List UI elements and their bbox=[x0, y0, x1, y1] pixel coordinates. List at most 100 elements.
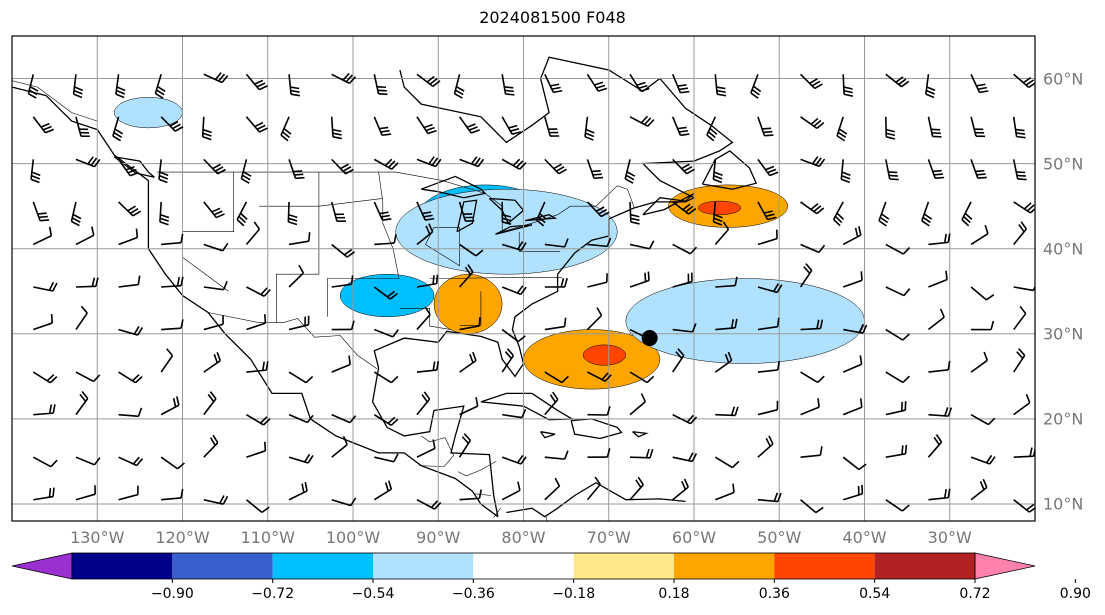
wind-barb bbox=[245, 73, 268, 91]
wind-barb bbox=[32, 201, 50, 222]
wind-barb bbox=[1013, 201, 1035, 214]
border-line bbox=[518, 231, 561, 252]
wind-barb bbox=[330, 201, 346, 223]
wind-barb bbox=[33, 487, 55, 501]
wind-barb bbox=[757, 435, 774, 458]
wind-barb bbox=[800, 371, 825, 384]
wind-barb bbox=[203, 72, 229, 84]
wind-barb bbox=[750, 74, 762, 99]
central-atlantic-negative-outer-region bbox=[625, 278, 865, 364]
wind-barb bbox=[32, 371, 58, 384]
wind-barb bbox=[416, 439, 436, 458]
wind-barb bbox=[203, 158, 226, 175]
wind-barb bbox=[672, 478, 689, 501]
wind-barb bbox=[714, 351, 733, 373]
wind-barb bbox=[118, 456, 144, 467]
colorbar-outline bbox=[71, 552, 976, 580]
latitude-label: 30°N bbox=[1043, 324, 1084, 344]
wind-barb bbox=[501, 454, 527, 465]
wind-barb bbox=[885, 401, 907, 416]
wind-barb bbox=[246, 441, 267, 458]
wind-barb bbox=[842, 456, 867, 471]
wind-barb bbox=[714, 221, 730, 245]
colorbar-segment bbox=[272, 553, 373, 579]
wind-barb bbox=[921, 201, 933, 227]
colorbar-max-arrow bbox=[974, 552, 1036, 580]
wind-barb bbox=[416, 361, 440, 373]
border-line bbox=[276, 172, 320, 323]
wind-barb bbox=[836, 116, 848, 142]
wind-barb bbox=[416, 73, 441, 87]
wind-barb bbox=[75, 226, 95, 246]
wind-barb bbox=[458, 201, 475, 222]
wind-barb bbox=[842, 74, 854, 97]
wind-barb bbox=[160, 396, 180, 416]
wind-barb bbox=[629, 393, 647, 416]
map-frame bbox=[11, 35, 1036, 522]
wind-barb bbox=[927, 116, 942, 138]
wind-barb bbox=[624, 159, 636, 184]
wind-barb bbox=[970, 454, 996, 465]
wind-barb bbox=[30, 159, 41, 184]
border-line bbox=[419, 435, 454, 467]
longitude-label: 70°W bbox=[586, 528, 631, 547]
longitude-label: 80°W bbox=[501, 528, 546, 547]
wind-barb bbox=[416, 156, 442, 168]
wind-barb bbox=[161, 488, 184, 501]
wind-barb bbox=[75, 485, 96, 501]
wind-barb bbox=[70, 201, 82, 227]
wind-barb bbox=[203, 391, 217, 416]
wind-barb bbox=[459, 489, 483, 501]
wind-barb bbox=[757, 116, 774, 137]
border-line bbox=[259, 198, 383, 207]
wind-barb bbox=[800, 319, 824, 331]
wind-barb bbox=[878, 201, 890, 227]
wind-barb bbox=[672, 201, 697, 215]
wind-barb bbox=[288, 264, 305, 288]
wind-barb bbox=[160, 116, 184, 132]
wind-barb bbox=[373, 201, 392, 221]
wind-barb bbox=[75, 116, 90, 138]
wind-barb bbox=[501, 285, 527, 296]
wind-barb bbox=[885, 73, 910, 88]
wind-barb bbox=[416, 223, 434, 246]
wind-barb bbox=[586, 201, 610, 218]
wind-barb bbox=[331, 497, 357, 507]
wind-barb bbox=[1013, 73, 1035, 89]
border-line bbox=[425, 227, 460, 267]
wind-barb bbox=[587, 371, 612, 382]
longitude-label: 40°W bbox=[842, 528, 887, 547]
wind-barb bbox=[159, 201, 170, 226]
wind-barb bbox=[331, 355, 351, 373]
wind-barb bbox=[712, 159, 723, 184]
wind-barb bbox=[586, 307, 603, 331]
wind-barb bbox=[800, 116, 825, 130]
wind-barb bbox=[629, 73, 650, 93]
wind-barb bbox=[672, 413, 698, 425]
longitude-label: 60°W bbox=[671, 528, 717, 547]
wind-barb bbox=[161, 233, 184, 246]
wind-barb bbox=[799, 73, 823, 90]
latitude-label: 20°N bbox=[1043, 409, 1084, 429]
wind-barb bbox=[501, 481, 521, 501]
border-line bbox=[457, 461, 497, 477]
wind-barb bbox=[459, 397, 479, 416]
wind-barb bbox=[373, 286, 398, 300]
wind-barb bbox=[459, 351, 477, 373]
wind-barb bbox=[331, 320, 355, 331]
wind-barb bbox=[331, 243, 355, 258]
wind-barb bbox=[112, 116, 124, 142]
wind-barb bbox=[586, 73, 608, 92]
coastline bbox=[632, 431, 649, 438]
coastline bbox=[456, 199, 478, 233]
wind-barb bbox=[970, 413, 996, 426]
wind-barb bbox=[374, 234, 397, 246]
wind-barb bbox=[970, 73, 989, 94]
wind-barb bbox=[203, 281, 228, 291]
wind-barb bbox=[154, 74, 166, 99]
wind-barb bbox=[1012, 159, 1027, 181]
wind-barb bbox=[331, 72, 357, 85]
southern-plains-negative-region bbox=[339, 273, 435, 318]
wind-barb bbox=[118, 485, 139, 501]
wind-barb bbox=[587, 237, 612, 248]
